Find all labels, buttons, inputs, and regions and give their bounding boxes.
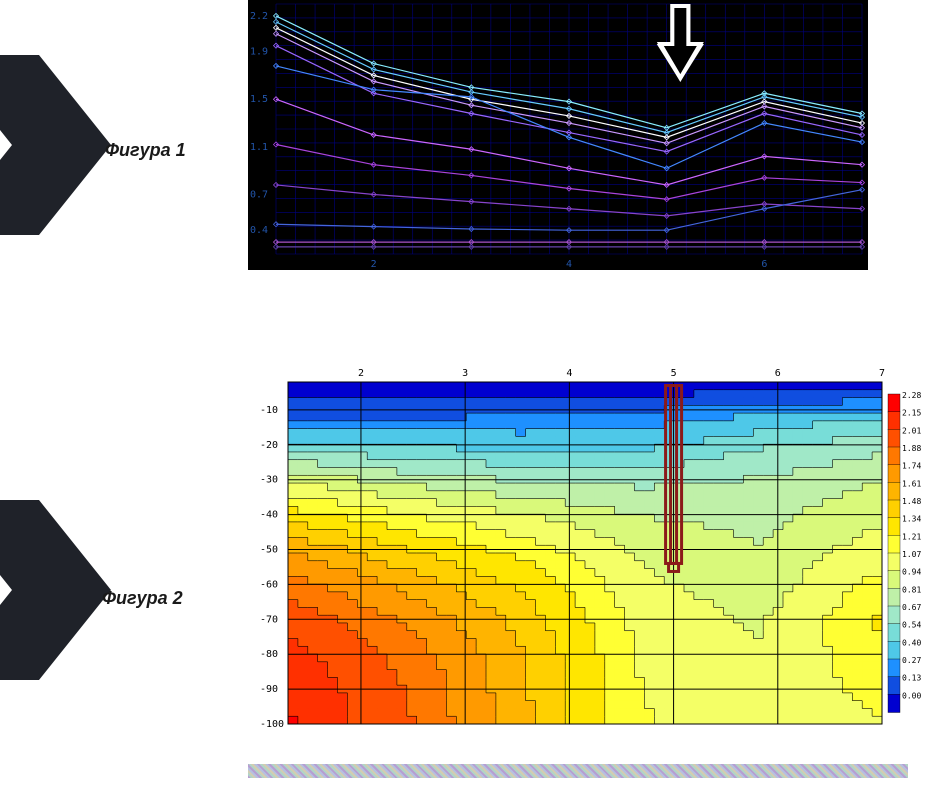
svg-text:-70: -70 — [260, 614, 278, 625]
svg-text:1.48: 1.48 — [902, 497, 921, 506]
svg-text:1.1: 1.1 — [250, 142, 268, 153]
svg-text:0.00: 0.00 — [902, 691, 921, 700]
svg-text:-60: -60 — [260, 579, 278, 590]
svg-text:7: 7 — [879, 368, 885, 379]
figure2-chart: 2 3 4 5 6 7 -10 -20 -30 -40 -50 -60 -70 -80 -90 -100 2.… — [248, 360, 928, 730]
svg-text:0.67: 0.67 — [902, 603, 921, 612]
svg-text:-30: -30 — [260, 475, 278, 486]
svg-text:4: 4 — [566, 368, 572, 379]
svg-text:-20: -20 — [260, 440, 278, 451]
svg-text:0.13: 0.13 — [902, 674, 921, 683]
svg-text:1.21: 1.21 — [902, 532, 921, 541]
svg-text:1.9: 1.9 — [250, 47, 268, 58]
svg-text:2.2: 2.2 — [250, 11, 268, 22]
chevron-badge-1 — [0, 55, 120, 235]
svg-text:0.27: 0.27 — [902, 656, 921, 665]
svg-text:1.34: 1.34 — [902, 515, 921, 524]
svg-text:0.40: 0.40 — [902, 638, 921, 647]
svg-text:-100: -100 — [260, 719, 284, 730]
svg-text:0.81: 0.81 — [902, 585, 921, 594]
svg-text:4: 4 — [566, 259, 572, 270]
figure1-label: Фигура 1 — [105, 140, 186, 161]
svg-text:1.07: 1.07 — [902, 550, 921, 559]
noise-strip — [248, 764, 908, 778]
svg-text:-90: -90 — [260, 684, 278, 695]
svg-text:2.01: 2.01 — [902, 426, 921, 435]
svg-text:2.15: 2.15 — [902, 409, 921, 418]
svg-text:0.94: 0.94 — [902, 568, 921, 577]
svg-text:-10: -10 — [260, 405, 278, 416]
svg-text:1.74: 1.74 — [902, 462, 921, 471]
svg-text:0.4: 0.4 — [250, 225, 268, 236]
svg-text:2.28: 2.28 — [902, 391, 921, 400]
svg-text:2: 2 — [358, 368, 364, 379]
figure2-label: Фигура 2 — [102, 588, 183, 609]
svg-text:0.7: 0.7 — [250, 189, 268, 200]
svg-text:-50: -50 — [260, 545, 278, 556]
svg-text:-80: -80 — [260, 649, 278, 660]
svg-text:2: 2 — [371, 259, 377, 270]
svg-text:5: 5 — [671, 368, 677, 379]
svg-text:6: 6 — [761, 259, 767, 270]
svg-text:1.61: 1.61 — [902, 479, 921, 488]
svg-text:0.54: 0.54 — [902, 621, 921, 630]
svg-text:3: 3 — [462, 368, 468, 379]
svg-text:1.88: 1.88 — [902, 444, 921, 453]
svg-text:1.5: 1.5 — [250, 94, 268, 105]
figure1-chart: 2.2 1.9 1.5 1.1 0.7 0.4 2 4 6 — [248, 0, 868, 270]
svg-text:-40: -40 — [260, 510, 278, 521]
svg-text:6: 6 — [775, 368, 781, 379]
